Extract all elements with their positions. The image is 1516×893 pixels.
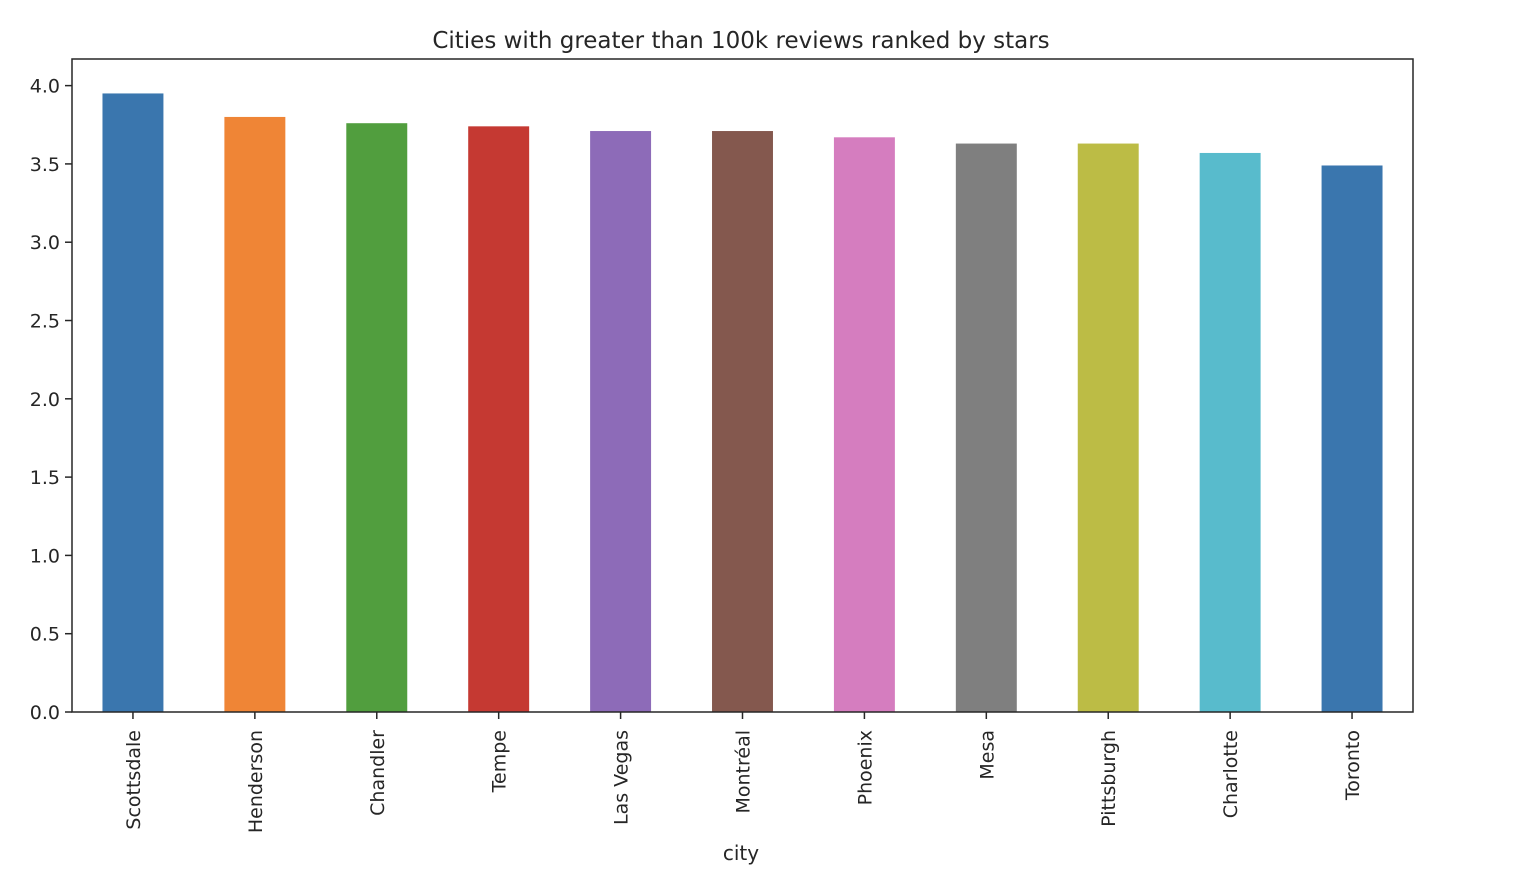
y-tick-label: 4.0: [30, 76, 60, 98]
x-tick-label: Toronto: [1342, 730, 1364, 801]
x-tick-label: Tempe: [489, 730, 511, 793]
bar-pittsburgh: [1077, 143, 1139, 712]
x-tick-label: Mesa: [976, 730, 998, 780]
bar-phoenix: [833, 137, 895, 712]
bar-las-vegas: [590, 131, 652, 712]
x-axis-label: city: [723, 841, 759, 865]
bar-montreal: [712, 131, 773, 712]
bar-mesa: [955, 143, 1017, 712]
plot-frame: [71, 58, 1414, 713]
x-tick-label: Chandler: [367, 730, 389, 816]
x-axis: Scottsdale Henderson Chandler Tempe Las Vega…: [123, 712, 1364, 833]
x-tick-label: Phoenix: [854, 730, 876, 805]
y-tick-label: 2.5: [30, 311, 60, 333]
x-tick-label: Las Vegas: [611, 730, 633, 825]
x-tick-label: Scottsdale: [123, 730, 145, 830]
y-tick-label: 3.0: [30, 232, 60, 254]
bar-charlotte: [1199, 152, 1261, 712]
bars-group: [102, 93, 1383, 713]
y-tick-label: 1.5: [30, 467, 60, 489]
y-tick-label: 2.0: [30, 389, 60, 411]
chart-title: Cities with greater than 100k reviews ra…: [432, 28, 1049, 54]
y-tick-label: 0.0: [30, 702, 60, 724]
bar-chandler: [346, 123, 408, 712]
bar-tempe: [468, 126, 530, 712]
y-tick-label: 1.0: [30, 545, 60, 567]
bar-scottsdale: [102, 93, 164, 713]
y-axis: 0.0 0.5 1.0 1.5 2.0 2.5 3.0 3.5 4.0: [30, 76, 72, 724]
y-tick-label: 3.5: [30, 154, 60, 176]
bar-toronto: [1321, 165, 1383, 713]
x-tick-label: Henderson: [245, 730, 267, 833]
bar-henderson: [224, 116, 286, 712]
x-tick-label: Charlotte: [1220, 730, 1242, 818]
y-tick-label: 0.5: [30, 624, 60, 646]
x-tick-label: Montréal: [733, 730, 755, 814]
x-tick-label: Pittsburgh: [1098, 730, 1120, 827]
